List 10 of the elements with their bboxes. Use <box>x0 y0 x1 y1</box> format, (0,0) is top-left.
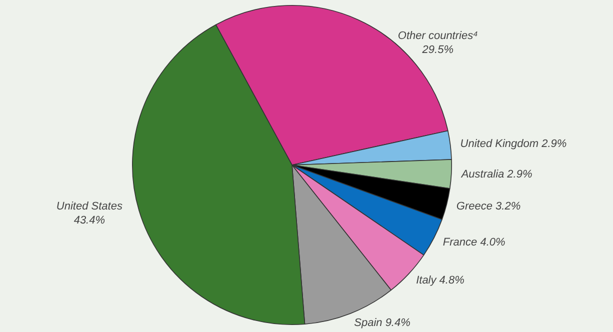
slice-label: Greece 3.2% <box>456 200 521 213</box>
slice-label: Australia 2.9% <box>460 168 532 181</box>
slice-label: Other countries⁴ <box>398 30 478 42</box>
data-label: 43.4% <box>74 214 106 226</box>
slice-label: United Kingdom 2.9% <box>460 138 567 150</box>
slice-label: Spain 9.4% <box>354 316 411 329</box>
data-label: 29.5% <box>421 44 454 56</box>
slice-label: United States <box>56 200 123 212</box>
slice-label: Italy 4.8% <box>416 274 465 287</box>
slice-label: France 4.0% <box>442 236 506 248</box>
